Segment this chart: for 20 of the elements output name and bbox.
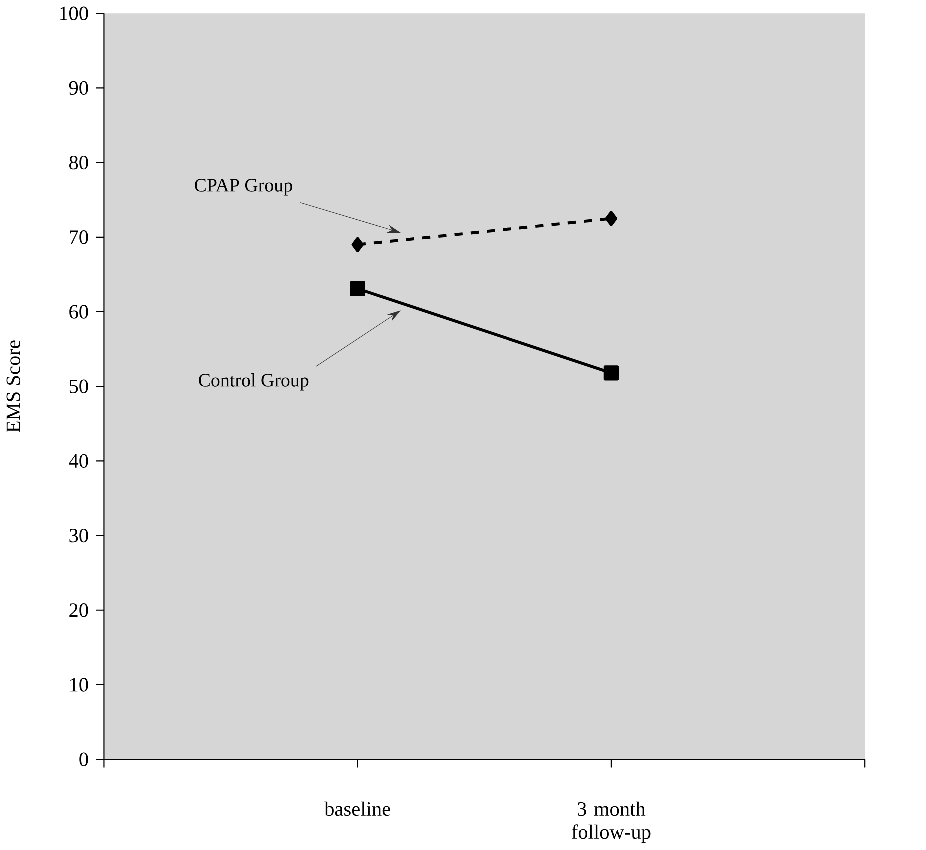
y-tick-label: 50 [70, 380, 88, 394]
x-tick-label: baseline [324, 802, 390, 816]
y-tick-label: 90 [69, 81, 88, 96]
text: Control Group [199, 374, 309, 391]
y-tick-label: 40 [69, 454, 88, 468]
point [350, 281, 366, 296]
x-tick-label: 3 month follow-up [572, 802, 651, 844]
y-tick-label: 0 [80, 752, 88, 766]
y-tick-label: 10 [70, 678, 88, 692]
point [604, 366, 620, 381]
y-tick-label: 20 [70, 604, 88, 618]
point [605, 211, 618, 226]
y-axis-title: EMS Score [6, 340, 20, 433]
y-tick-label: 80 [70, 156, 88, 170]
y-tick-label: 60 [70, 305, 88, 319]
y-tick-label: 100 [60, 6, 88, 20]
y-tick-label: 70 [70, 230, 88, 244]
y-tick-label: 30 [70, 528, 88, 543]
text: CPAP Group [195, 179, 292, 196]
point [352, 237, 364, 252]
